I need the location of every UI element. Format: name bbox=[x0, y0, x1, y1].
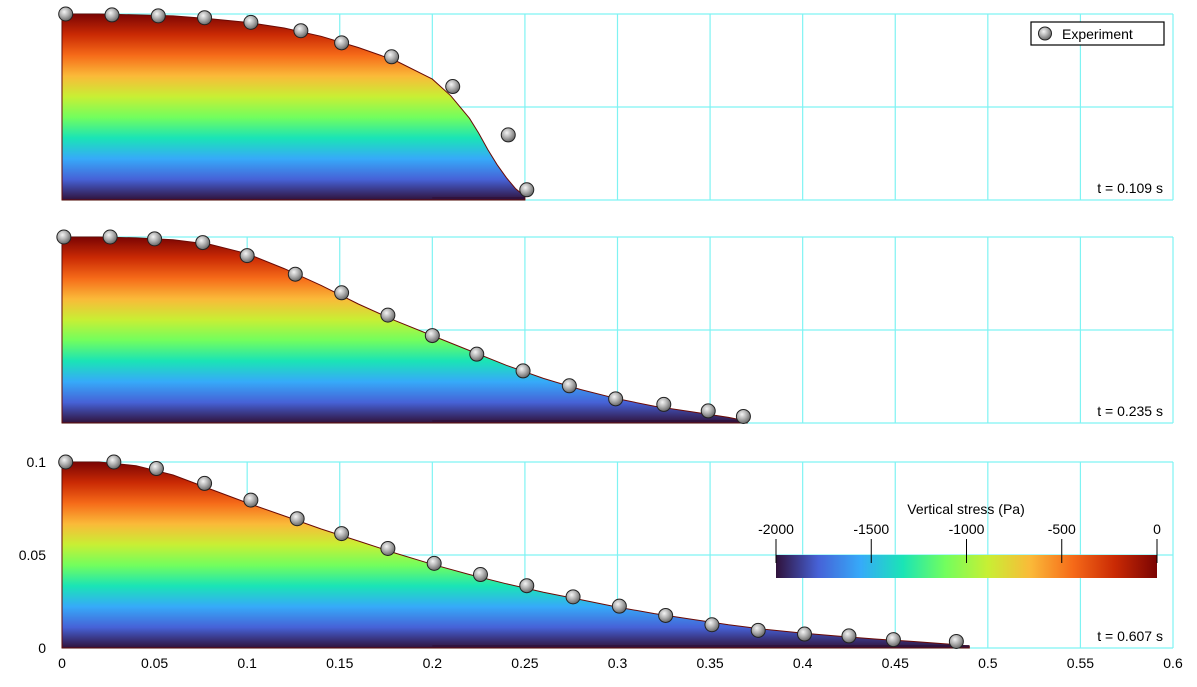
experiment-point bbox=[289, 511, 305, 527]
x-tick-label: 0.15 bbox=[326, 655, 353, 671]
experiment-point bbox=[948, 633, 964, 649]
legend-label: Experiment bbox=[1062, 26, 1133, 42]
panel-time-label: t = 0.109 s bbox=[1097, 180, 1163, 196]
x-tick-label: 0.25 bbox=[511, 655, 538, 671]
x-tick-label: 0.2 bbox=[423, 655, 443, 671]
experiment-point bbox=[704, 617, 720, 633]
colorbar-ticks: -2000 -1500 -1000 -500 0 bbox=[758, 521, 1161, 563]
x-tick-label: 0.1 bbox=[237, 655, 257, 671]
experiment-point bbox=[658, 607, 674, 623]
experiment-point bbox=[700, 403, 716, 419]
panel-time-label: t = 0.607 s bbox=[1097, 628, 1163, 644]
experiment-point bbox=[334, 35, 350, 51]
y-tick-label: 0.1 bbox=[27, 454, 47, 470]
experiment-point bbox=[56, 229, 72, 245]
experiment-point bbox=[150, 8, 166, 24]
experiment-point bbox=[384, 49, 400, 65]
experiment-point bbox=[519, 578, 535, 594]
colorbar-tick-label: -1000 bbox=[949, 521, 985, 537]
experiment-point bbox=[197, 10, 213, 26]
experiment-point bbox=[608, 391, 624, 407]
colorbar-tick-label: -500 bbox=[1048, 521, 1076, 537]
experiment-point bbox=[885, 632, 901, 648]
x-tick-label: 0 bbox=[58, 655, 66, 671]
panels-layer: t = 0.109 s t = 0.235 s t = 0.607 s bbox=[56, 6, 1174, 649]
legend-box bbox=[1030, 21, 1165, 46]
experiment-point bbox=[469, 346, 485, 362]
experiment-point bbox=[561, 378, 577, 394]
experiment-point bbox=[380, 307, 396, 323]
experiment-point bbox=[656, 396, 672, 412]
base-strip bbox=[432, 420, 748, 422]
panel-2: t = 0.235 s bbox=[56, 229, 1174, 424]
experiment-point bbox=[841, 628, 857, 644]
experiment-point bbox=[565, 589, 581, 605]
colorbar-tick-label: 0 bbox=[1153, 521, 1161, 537]
experiment-point bbox=[334, 285, 350, 301]
experiment-point bbox=[147, 231, 163, 247]
experiment-point bbox=[243, 492, 259, 508]
experiment-point bbox=[106, 454, 122, 470]
experiment-point bbox=[58, 454, 74, 470]
colorbar-title: Vertical stress (Pa) bbox=[907, 501, 1024, 517]
panel-1: t = 0.109 s bbox=[58, 6, 1174, 201]
x-tick-label: 0.6 bbox=[1163, 655, 1183, 671]
experiment-point bbox=[472, 567, 488, 583]
experiment-point bbox=[148, 461, 164, 477]
experiment-point bbox=[195, 235, 211, 251]
x-tick-label: 0.05 bbox=[141, 655, 168, 671]
experiment-point bbox=[380, 540, 396, 556]
x-tick-label: 0.35 bbox=[696, 655, 723, 671]
legend: Experiment bbox=[1030, 21, 1165, 46]
colorbar-tick-label: -2000 bbox=[758, 521, 794, 537]
panel-time-label: t = 0.235 s bbox=[1097, 403, 1163, 419]
stress-profile-area bbox=[61, 13, 526, 201]
experiment-point bbox=[334, 526, 350, 542]
experiment-point bbox=[519, 182, 535, 198]
x-tick-label: 0.3 bbox=[608, 655, 628, 671]
experiment-point bbox=[287, 266, 303, 282]
experiment-point bbox=[239, 248, 255, 264]
y-axis: 0 0.05 0.1 bbox=[19, 454, 46, 656]
experiment-point bbox=[735, 408, 751, 424]
experiment-point bbox=[426, 555, 442, 571]
experiment-point bbox=[515, 363, 531, 379]
experiment-point bbox=[750, 622, 766, 638]
experiment-point bbox=[104, 7, 120, 23]
x-axis: 0 0.05 0.1 0.15 0.2 0.25 0.3 0.35 0.4 0.45 0.5 0.55… bbox=[58, 655, 1183, 671]
base-strip bbox=[432, 645, 970, 647]
experiment-point bbox=[58, 6, 74, 22]
colorbar: Vertical stress (Pa) -2000 -1500 -1000 -500… bbox=[758, 501, 1161, 578]
experiment-point bbox=[797, 626, 813, 642]
experiment-point bbox=[611, 598, 627, 614]
experiment-point bbox=[197, 475, 213, 491]
y-tick-label: 0.05 bbox=[19, 547, 46, 563]
panel-3: t = 0.607 s bbox=[58, 454, 1174, 649]
x-tick-label: 0.4 bbox=[793, 655, 813, 671]
experiment-point bbox=[243, 14, 259, 30]
base-strip bbox=[432, 197, 525, 199]
x-tick-label: 0.45 bbox=[882, 655, 909, 671]
experiment-point bbox=[500, 127, 516, 143]
experiment-point bbox=[102, 229, 118, 245]
legend-marker-icon bbox=[1038, 26, 1052, 41]
x-tick-label: 0.55 bbox=[1067, 655, 1094, 671]
experiment-point bbox=[293, 23, 309, 39]
experiment-point bbox=[445, 79, 461, 95]
y-tick-label: 0 bbox=[38, 640, 46, 656]
colorbar-tick-label: -1500 bbox=[853, 521, 889, 537]
x-tick-label: 0.5 bbox=[978, 655, 998, 671]
experiment-point bbox=[424, 328, 440, 344]
